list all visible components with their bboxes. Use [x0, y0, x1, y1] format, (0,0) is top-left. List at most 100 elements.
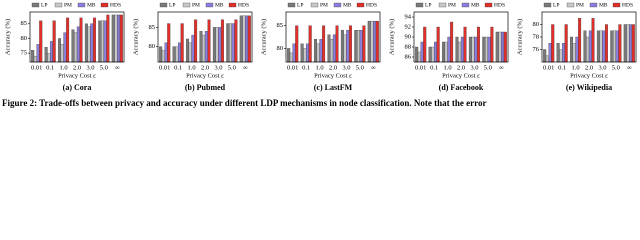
- bar: [613, 30, 617, 63]
- bar: [447, 36, 451, 63]
- bar: [463, 26, 467, 63]
- bar: [76, 26, 80, 63]
- legend-swatch: [589, 2, 598, 8]
- y-axis-label: Accuracy (%): [132, 19, 139, 55]
- x-axis-label: Privacy Cost ε: [442, 72, 480, 79]
- bar: [218, 27, 222, 63]
- bar: [575, 36, 579, 63]
- x-tick-label: 2.0: [585, 64, 593, 71]
- bar: [292, 43, 296, 63]
- x-tick-label: 2.0: [201, 64, 209, 71]
- plot-frame: [285, 11, 381, 63]
- legend-swatch: [484, 2, 493, 8]
- bar: [417, 51, 421, 63]
- bar: [495, 31, 499, 63]
- bar: [172, 46, 176, 63]
- y-axis-label: Accuracy (%): [4, 19, 11, 55]
- bar: [47, 53, 51, 63]
- x-tick-label: 5.0: [612, 64, 620, 71]
- bar: [229, 23, 233, 63]
- y-tick-label: 85: [149, 24, 156, 31]
- x-tick-label: ∞: [627, 64, 632, 71]
- bar: [564, 24, 568, 63]
- bar: [455, 36, 459, 63]
- bar: [314, 39, 318, 63]
- legend-swatch: [543, 2, 552, 8]
- bar: [631, 24, 635, 63]
- bar: [58, 38, 62, 63]
- bar: [442, 41, 446, 63]
- x-axis-label: Privacy Cost ε: [570, 72, 608, 79]
- bar: [346, 30, 350, 63]
- legend-swatch: [159, 2, 168, 8]
- bar: [220, 19, 224, 63]
- bar: [490, 26, 494, 63]
- x-tick-label: 2.0: [457, 64, 465, 71]
- bar: [610, 30, 614, 63]
- panel-caption: (b) Pubmed: [185, 83, 226, 92]
- bar: [354, 30, 358, 63]
- legend-label: LP: [553, 2, 559, 8]
- bar: [202, 34, 206, 63]
- bar: [36, 44, 40, 63]
- legend-label: PM: [192, 2, 200, 8]
- bar: [420, 41, 424, 63]
- x-tick-label: ∞: [115, 64, 120, 71]
- x-tick-label: 5.0: [228, 64, 236, 71]
- plot-frame: [541, 11, 637, 63]
- y-tick-label: 76: [533, 46, 540, 53]
- bar: [482, 36, 486, 63]
- y-tick-label: 75: [21, 50, 28, 57]
- bar: [468, 36, 472, 63]
- bar: [626, 24, 630, 63]
- legend-label: LP: [41, 2, 47, 8]
- bar: [340, 30, 344, 63]
- bar: [503, 31, 507, 63]
- legend-label: HDS: [494, 2, 505, 8]
- x-tick-label: ∞: [499, 64, 504, 71]
- y-tick-label: 90: [405, 33, 412, 40]
- bar: [335, 25, 339, 63]
- bar: [545, 55, 549, 63]
- x-tick-label: 0.1: [46, 64, 54, 71]
- legend-label: MB: [599, 2, 608, 8]
- y-tick-label: 80: [21, 35, 28, 42]
- x-tick-label: 3.0: [342, 64, 350, 71]
- legend-label: MB: [87, 2, 96, 8]
- legend-swatch: [356, 2, 365, 8]
- bar: [559, 49, 563, 63]
- x-tick-label: ∞: [243, 64, 248, 71]
- bar: [305, 43, 309, 63]
- bar: [629, 24, 633, 63]
- y-tick-label: 80: [533, 21, 540, 28]
- bar: [498, 31, 502, 63]
- x-tick-label: 0.1: [302, 64, 310, 71]
- bar: [370, 20, 374, 63]
- bar: [322, 25, 326, 63]
- bar: [615, 30, 619, 63]
- plot-frame: [413, 11, 509, 63]
- bar: [161, 50, 165, 63]
- x-tick-label: 3.0: [470, 64, 478, 71]
- legend-swatch: [287, 2, 296, 8]
- bar: [231, 23, 235, 63]
- y-tick-label: 86: [405, 53, 412, 60]
- bar: [33, 55, 37, 63]
- x-tick-label: 3.0: [214, 64, 222, 71]
- legend-swatch: [438, 2, 447, 8]
- bar: [583, 30, 587, 63]
- bar: [66, 17, 70, 63]
- bar: [450, 21, 454, 63]
- x-tick-label: 1.0: [572, 64, 580, 71]
- bar: [60, 44, 64, 63]
- legend-swatch: [566, 2, 575, 8]
- x-tick-label: 2.0: [329, 64, 337, 71]
- bar: [596, 30, 600, 63]
- x-tick-label: 5.0: [484, 64, 492, 71]
- bar: [548, 43, 552, 63]
- bar: [71, 29, 75, 63]
- panel-caption: (a) Cora: [63, 83, 92, 92]
- legend-swatch: [228, 2, 237, 8]
- bar: [117, 14, 121, 63]
- bar: [543, 49, 547, 63]
